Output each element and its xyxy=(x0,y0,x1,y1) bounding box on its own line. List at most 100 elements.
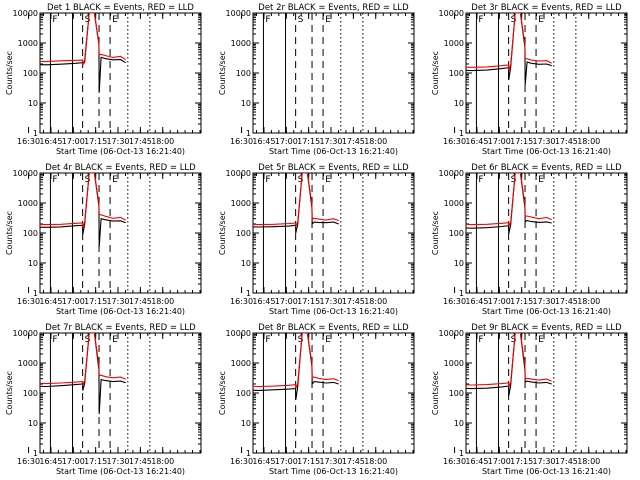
chart-title: Det 1 BLACK = Events, RED = LLD xyxy=(47,3,194,13)
x-axis-label: Start Time (06-Oct-13 16:21:40) xyxy=(482,307,611,316)
y-tick-label: 10 xyxy=(454,419,464,428)
x-tick-label: 16:45 xyxy=(39,457,62,466)
event-marker-label: S xyxy=(298,175,304,185)
x-tick-label: 17:45 xyxy=(129,297,152,306)
x-tick-label: 16:30 xyxy=(443,137,466,146)
x-tick-label: 17:30 xyxy=(532,137,555,146)
plot-area: EFSE xyxy=(262,13,364,133)
event-marker-label: E xyxy=(325,15,331,25)
event-marker-label: F xyxy=(478,15,483,25)
chart-title: Det 9r BLACK = Events, RED = LLD xyxy=(471,323,622,333)
y-tick-label: 1000 xyxy=(444,39,464,48)
series-line-lld xyxy=(253,173,339,229)
plot-area: EFSE xyxy=(466,13,577,133)
x-tick-label: 16:45 xyxy=(252,457,275,466)
y-tick-label: 1 xyxy=(246,289,251,298)
x-tick-label: 17:00 xyxy=(488,297,511,306)
y-tick-label: 1000 xyxy=(231,39,251,48)
x-axis-label: Start Time (06-Oct-13 16:21:40) xyxy=(269,467,398,476)
plot-area: EFSE xyxy=(40,173,151,293)
x-tick-label: 18:00 xyxy=(151,457,174,466)
series-line-lld xyxy=(40,13,126,66)
y-axis-label: Counts/sec xyxy=(218,211,227,255)
y-tick-label: 1 xyxy=(246,129,251,138)
series-line-lld xyxy=(40,333,126,386)
y-tick-label: 1 xyxy=(459,289,464,298)
x-tick-label: 17:45 xyxy=(129,457,152,466)
series-line-events xyxy=(466,333,552,396)
y-axis-label: Counts/sec xyxy=(431,371,440,415)
x-tick-label: 17:15 xyxy=(510,297,533,306)
chart-panel-7: Det 7r BLACK = Events, RED = LLD 1 10 100 10… xyxy=(5,323,202,476)
y-tick-label: 10000 xyxy=(226,9,251,18)
chart-title: Det 2r BLACK = Events, RED = LLD xyxy=(258,3,409,13)
x-tick-label: 17:00 xyxy=(488,137,511,146)
plot-area: EFSE xyxy=(253,173,364,293)
x-tick-label: 16:30 xyxy=(17,137,40,146)
x-tick-label: 17:30 xyxy=(106,297,129,306)
x-tick-label: 16:45 xyxy=(39,297,62,306)
x-tick-label: 17:00 xyxy=(62,137,85,146)
y-tick-label: 10000 xyxy=(439,329,464,338)
x-tick-label: 17:30 xyxy=(319,137,342,146)
x-tick-label: 16:45 xyxy=(465,137,488,146)
y-tick-label: 10000 xyxy=(439,9,464,18)
series-line-events xyxy=(40,13,126,93)
event-marker-label: S xyxy=(85,175,91,185)
x-tick-label: 17:30 xyxy=(319,457,342,466)
x-tick-label: 16:30 xyxy=(17,297,40,306)
x-tick-label: 16:30 xyxy=(443,457,466,466)
chart-panel-9: Det 9r BLACK = Events, RED = LLD 1 10 100 10… xyxy=(431,323,628,476)
x-tick-label: 16:30 xyxy=(443,297,466,306)
x-tick-label: 17:45 xyxy=(342,457,365,466)
x-tick-label: 17:45 xyxy=(129,137,152,146)
x-tick-label: 18:00 xyxy=(577,137,600,146)
event-marker-label: S xyxy=(298,335,304,345)
y-tick-label: 10000 xyxy=(13,169,38,178)
x-axis-label: Start Time (06-Oct-13 16:21:40) xyxy=(56,467,185,476)
event-marker-label: S xyxy=(85,15,91,25)
series-line-lld xyxy=(466,173,552,227)
plot-area: EFSE xyxy=(40,333,151,453)
chart-panel-6: Det 6r BLACK = Events, RED = LLD 1 10 100 10… xyxy=(431,163,628,316)
y-tick-label: 1 xyxy=(33,289,38,298)
series-line-events xyxy=(466,173,552,234)
x-tick-label: 18:00 xyxy=(364,297,387,306)
x-tick-label: 17:30 xyxy=(106,137,129,146)
event-marker-label: F xyxy=(265,15,270,25)
y-tick-label: 10 xyxy=(28,259,38,268)
y-tick-label: 1 xyxy=(33,129,38,138)
plot-area: EFSE xyxy=(466,173,577,293)
x-tick-label: 17:30 xyxy=(106,457,129,466)
y-tick-label: 10000 xyxy=(226,329,251,338)
series-line-events xyxy=(40,173,126,247)
x-tick-label: 18:00 xyxy=(577,297,600,306)
y-tick-label: 100 xyxy=(236,389,251,398)
chart-title: Det 5r BLACK = Events, RED = LLD xyxy=(258,163,409,173)
x-axis-label: Start Time (06-Oct-13 16:21:40) xyxy=(482,147,611,156)
y-axis-label: Counts/sec xyxy=(218,371,227,415)
chart-panel-3: Det 3r BLACK = Events, RED = LLD 1 10 100 10… xyxy=(431,3,628,156)
chart-title: Det 3r BLACK = Events, RED = LLD xyxy=(471,3,622,13)
y-tick-label: 1 xyxy=(246,449,251,458)
y-tick-label: 10000 xyxy=(13,9,38,18)
x-tick-label: 17:00 xyxy=(62,457,85,466)
event-marker-label: E xyxy=(112,15,118,25)
x-tick-label: 16:45 xyxy=(252,137,275,146)
series-line-events xyxy=(253,173,339,234)
y-tick-label: 1 xyxy=(33,449,38,458)
y-tick-label: 100 xyxy=(449,389,464,398)
x-tick-label: 17:30 xyxy=(532,457,555,466)
plot-area: EFSE xyxy=(466,333,577,453)
event-marker-label: E xyxy=(325,335,331,345)
y-tick-label: 10 xyxy=(28,419,38,428)
x-tick-label: 17:45 xyxy=(342,297,365,306)
y-axis-label: Counts/sec xyxy=(5,211,14,255)
x-tick-label: 17:15 xyxy=(297,297,320,306)
plot-area: EFSE xyxy=(40,13,151,133)
y-tick-label: 10 xyxy=(454,259,464,268)
series-line-lld xyxy=(253,333,339,389)
event-marker-label: F xyxy=(52,15,57,25)
x-tick-label: 16:30 xyxy=(230,137,253,146)
